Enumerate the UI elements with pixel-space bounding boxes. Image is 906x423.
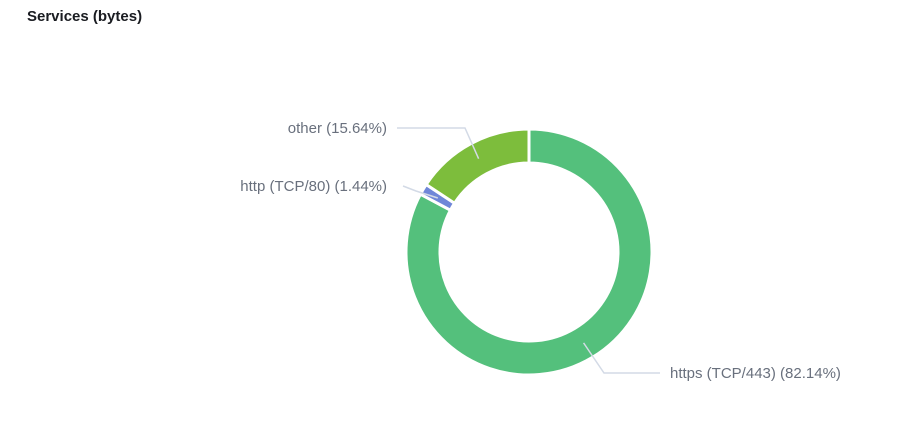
panel-title: Services (bytes) [27, 8, 143, 25]
slice-labels: https (TCP/443) (82.14%) http (TCP/80) (1… [240, 120, 841, 382]
leader-line-https-tcp-443 [582, 342, 660, 374]
leader-lines [397, 127, 660, 374]
slice-label-https-tcp-443: https (TCP/443) (82.14%) [670, 365, 841, 382]
leader-line-other [397, 127, 480, 160]
slice-https-tcp-443[interactable] [404, 127, 654, 377]
slice-other[interactable] [424, 127, 531, 205]
slice-label-http-tcp-80: http (TCP/80) (1.44%) [240, 178, 387, 195]
slice-label-other: other (15.64%) [288, 120, 387, 137]
donut-slices [404, 127, 654, 377]
leader-line-http-tcp-80 [402, 185, 439, 199]
